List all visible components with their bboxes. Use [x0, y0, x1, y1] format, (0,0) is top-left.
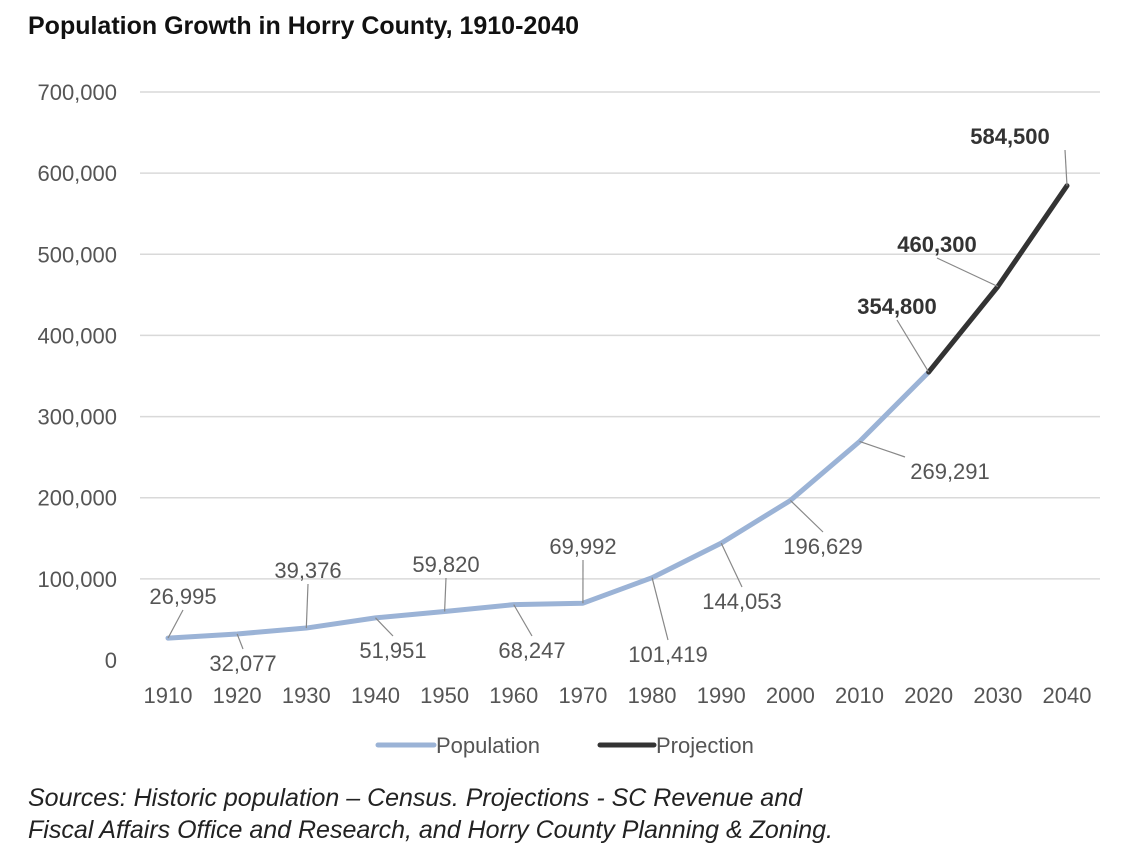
source-line-1: Sources: Historic population – Census. P… — [28, 784, 803, 812]
y-tick-label: 500,000 — [37, 242, 117, 267]
x-tick-label: 2000 — [766, 683, 815, 708]
x-tick-label: 1980 — [628, 683, 677, 708]
leader-line — [859, 440, 906, 458]
y-tick-label: 100,000 — [37, 567, 117, 592]
data-label: 69,992 — [549, 534, 616, 559]
y-tick-label: 0 — [105, 648, 117, 673]
x-tick-label: 1950 — [420, 683, 469, 708]
source-note: Sources: Historic population – Census. P… — [28, 782, 833, 846]
source-line-2: Fiscal Affairs Office and Research, and … — [28, 816, 834, 844]
legend-label-projection: Projection — [656, 733, 754, 758]
y-tick-label: 400,000 — [37, 323, 117, 348]
data-label: 269,291 — [910, 459, 990, 484]
leader-line — [167, 609, 184, 639]
data-label: 584,500 — [970, 124, 1050, 149]
leader-line — [651, 577, 669, 641]
y-tick-label: 300,000 — [37, 405, 117, 430]
data-label: 460,300 — [897, 232, 977, 257]
series-line-projection — [926, 183, 1070, 375]
leader-line — [896, 319, 930, 373]
y-tick-label: 700,000 — [37, 80, 117, 105]
data-label: 144,053 — [702, 589, 782, 614]
x-tick-label: 1990 — [697, 683, 746, 708]
x-tick-label: 1920 — [213, 683, 262, 708]
x-tick-label: 1960 — [489, 683, 538, 708]
leader-line — [236, 633, 244, 650]
chart-title: Population Growth in Horry County, 1910-… — [28, 12, 580, 40]
leader-line — [936, 257, 999, 288]
leader-line — [789, 500, 824, 533]
leader-line — [720, 542, 743, 588]
x-tick-label: 2010 — [835, 683, 884, 708]
leader-line — [444, 577, 447, 612]
leader-line — [1064, 149, 1068, 186]
line-chart: 0 100,000 200,000 300,000 400,000 500,000 600,… — [37, 80, 1100, 758]
data-label: 51,951 — [359, 638, 426, 663]
y-tick-label: 600,000 — [37, 161, 117, 186]
x-tick-label: 1970 — [558, 683, 607, 708]
data-label: 68,247 — [498, 638, 565, 663]
data-label: 39,376 — [274, 558, 341, 583]
x-tick-label: 1930 — [282, 683, 331, 708]
y-tick-label: 200,000 — [37, 486, 117, 511]
leader-line — [305, 583, 309, 629]
data-label: 26,995 — [149, 584, 216, 609]
data-label: 354,800 — [857, 294, 937, 319]
data-label: 32,077 — [209, 651, 276, 676]
data-label: 196,629 — [783, 534, 863, 559]
series-line-population — [165, 369, 932, 641]
x-tick-label: 1940 — [351, 683, 400, 708]
leader-line — [513, 604, 533, 637]
leader-line — [375, 617, 394, 637]
x-tick-label: 1910 — [144, 683, 193, 708]
x-tick-label: 2040 — [1043, 683, 1092, 708]
data-label: 59,820 — [412, 552, 479, 577]
x-tick-label: 2030 — [973, 683, 1022, 708]
x-tick-label: 2020 — [904, 683, 953, 708]
legend-label-population: Population — [436, 733, 540, 758]
data-label: 101,419 — [628, 642, 708, 667]
